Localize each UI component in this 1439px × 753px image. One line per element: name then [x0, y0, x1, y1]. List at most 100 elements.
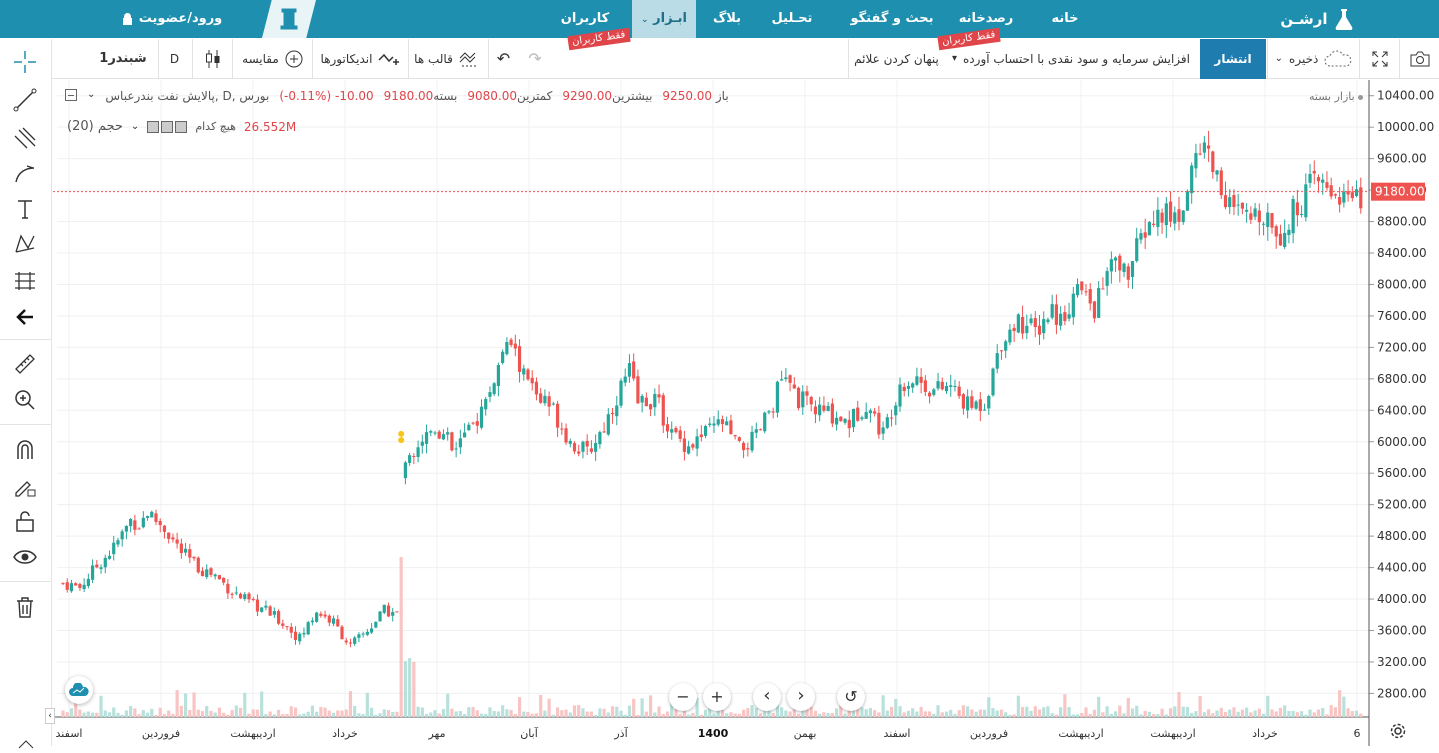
- candle: [222, 577, 226, 583]
- volume-bar: [539, 694, 543, 717]
- candle: [327, 615, 331, 623]
- chart-settings-button[interactable]: [1389, 722, 1409, 742]
- volume-bar: [133, 708, 137, 717]
- chevron-up-icon[interactable]: [18, 734, 34, 749]
- x-tick-label: آذر: [613, 726, 628, 740]
- nav-blog[interactable]: بلاگ: [712, 11, 742, 26]
- candle: [551, 403, 555, 405]
- volume-bar: [1122, 713, 1126, 717]
- volume-bar: [1257, 708, 1261, 717]
- nav-discussion[interactable]: بحث و گفتگو: [850, 11, 934, 26]
- volume-bar: [1228, 709, 1232, 717]
- candle: [369, 628, 374, 633]
- volume-bar: [1299, 711, 1304, 717]
- candle: [1299, 214, 1304, 216]
- fib-tool[interactable]: [10, 123, 40, 153]
- indicators-button[interactable]: اندیکاتورها: [312, 39, 408, 79]
- candle: [653, 393, 657, 408]
- login-button[interactable]: ورود/عضویت: [112, 0, 232, 38]
- adjust-dropdown[interactable]: ▾ افزایش سرمایه و سود نقدی با احتساب آور…: [944, 39, 1198, 79]
- volume-bar: [395, 711, 399, 717]
- templates-button[interactable]: قالب ها: [408, 39, 486, 79]
- watermark-logo[interactable]: [65, 676, 93, 704]
- chart-canvas[interactable]: 2800.00 3200.00 3600.00 4000.00 4400.00 4800.…: [53, 80, 1439, 746]
- candle: [374, 621, 378, 628]
- candle: [763, 412, 767, 432]
- fullscreen-button[interactable]: [1359, 39, 1399, 79]
- candle: [1122, 263, 1126, 273]
- volume-bar: [851, 706, 856, 717]
- zoom-tool[interactable]: [10, 385, 40, 415]
- text-tool[interactable]: [10, 194, 40, 224]
- save-button[interactable]: ⌄ ذخیره: [1267, 39, 1359, 79]
- price-chart[interactable]: 2800.00 3200.00 3600.00 4000.00 4400.00 4800.…: [45, 80, 1439, 746]
- candle: [526, 369, 530, 380]
- back-button[interactable]: [10, 302, 40, 332]
- prediction-tool[interactable]: [10, 266, 40, 296]
- volume-bar: [868, 707, 873, 717]
- zoom-in-button[interactable]: +: [703, 683, 731, 711]
- chart-style-button[interactable]: [192, 39, 232, 79]
- brush-tool[interactable]: [10, 159, 40, 189]
- candle: [1109, 259, 1113, 272]
- volume-bar: [970, 709, 974, 717]
- candle: [74, 583, 78, 586]
- nav-tools[interactable]: ⌄ ابـزار: [632, 0, 696, 38]
- volume-bar: [243, 692, 247, 717]
- screenshot-button[interactable]: [1399, 39, 1439, 79]
- volume-bar: [217, 707, 222, 717]
- volume-bar: [255, 709, 260, 717]
- zoom-out-button[interactable]: −: [669, 683, 697, 711]
- candle: [365, 631, 369, 635]
- symbol-search[interactable]: شبندر1: [99, 51, 147, 66]
- visibility-tool[interactable]: [10, 542, 40, 572]
- candle: [771, 411, 775, 413]
- brand-logo[interactable]: ارشـن: [1272, 0, 1362, 38]
- candle: [276, 611, 281, 624]
- compare-button[interactable]: مقایسه: [232, 39, 312, 79]
- volume-bar: [374, 714, 378, 717]
- collapse-sidebar-button[interactable]: ‹: [45, 708, 55, 724]
- candle: [581, 441, 585, 452]
- lock-drawings-tool[interactable]: [10, 471, 40, 501]
- eye-toggle-icon[interactable]: [147, 120, 160, 133]
- low-value: 9080.00: [467, 89, 518, 103]
- crosshair-tool[interactable]: [10, 47, 40, 77]
- settings-icon[interactable]: [161, 120, 174, 133]
- pattern-tool[interactable]: [10, 229, 40, 259]
- volume-bar: [408, 658, 412, 717]
- trend-line-tool[interactable]: [10, 85, 40, 115]
- candle: [720, 419, 725, 424]
- candle: [1050, 304, 1054, 318]
- volume-bar: [585, 711, 589, 717]
- close-icon[interactable]: [175, 120, 188, 133]
- volume-bar: [1274, 711, 1278, 717]
- chevron-down-icon[interactable]: ⌄: [130, 121, 140, 132]
- scroll-left-button[interactable]: ‹: [753, 683, 781, 711]
- candle: [298, 633, 302, 642]
- remove-drawings-tool[interactable]: [10, 592, 40, 622]
- chevron-down-icon[interactable]: ⌄: [87, 89, 96, 100]
- nav-analysis[interactable]: تحـلیل: [771, 11, 813, 26]
- publish-button[interactable]: انتشار: [1200, 39, 1266, 79]
- interval-selector[interactable]: D: [158, 39, 190, 79]
- candle: [927, 392, 932, 397]
- nav-users[interactable]: کاربران: [560, 11, 610, 26]
- redo-button[interactable]: ↷: [520, 39, 550, 79]
- y-tick-label: 7600.00: [1377, 309, 1427, 323]
- collapse-legend-button[interactable]: [65, 89, 77, 101]
- x-tick-label: اردیبهشت: [1150, 727, 1195, 740]
- measure-tool[interactable]: [10, 349, 40, 379]
- candle: [424, 432, 429, 444]
- magnet-tool[interactable]: [10, 435, 40, 465]
- scroll-right-button[interactable]: ›: [787, 683, 815, 711]
- y-tick-label: 5600.00: [1377, 466, 1427, 480]
- reset-button[interactable]: ↺: [837, 683, 865, 711]
- hide-signals-button[interactable]: پنهان کردن علائم: [848, 39, 944, 79]
- undo-button[interactable]: ↶: [488, 39, 518, 79]
- tower-logo[interactable]: [262, 0, 316, 38]
- lock-tool[interactable]: [10, 506, 40, 536]
- nav-home[interactable]: خانه: [1051, 11, 1079, 26]
- nav-observatory[interactable]: رصدخانه: [958, 11, 1014, 26]
- volume-bar: [441, 708, 446, 717]
